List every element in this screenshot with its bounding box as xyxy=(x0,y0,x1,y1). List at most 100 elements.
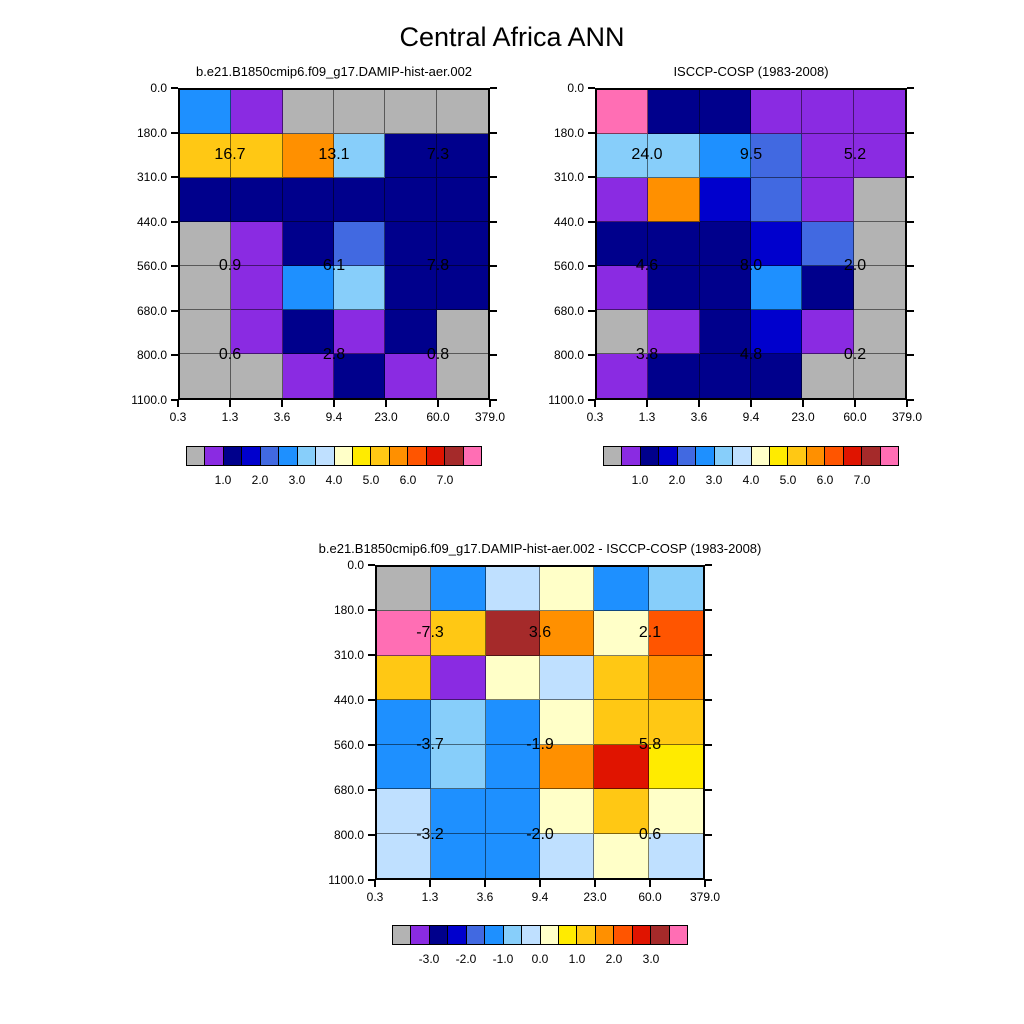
heatmap-cell xyxy=(648,833,703,878)
colorbar-tick-label: 5.0 xyxy=(362,473,380,487)
colorbar-box xyxy=(448,926,467,944)
colorbar-box xyxy=(445,447,464,465)
heatmap-cell xyxy=(648,310,700,354)
y-axis-label: 560.0 xyxy=(553,259,584,274)
x-tick xyxy=(854,400,856,407)
y-tick-right xyxy=(490,131,497,134)
x-tick xyxy=(374,880,376,887)
heatmap-cell xyxy=(802,90,854,134)
x-tick xyxy=(906,400,908,407)
x-tick xyxy=(594,880,596,887)
colorbar-box xyxy=(669,926,687,944)
heatmap-cell xyxy=(333,178,386,222)
x-tick xyxy=(698,400,700,407)
cell-value-label: 2.0 xyxy=(843,257,867,275)
colorbar-box xyxy=(187,447,206,465)
colorbar-box xyxy=(463,447,481,465)
colorbar-box xyxy=(503,926,523,944)
x-tick xyxy=(750,400,752,407)
heatmap-cell xyxy=(231,354,283,398)
cell-value-label: -3.7 xyxy=(416,735,444,753)
heatmap-cell xyxy=(853,266,905,310)
heatmap-cell xyxy=(648,90,700,134)
x-axis-label: 3.6 xyxy=(476,890,494,904)
x-axis-label: 60.0 xyxy=(638,890,662,904)
y-tick-left xyxy=(588,309,595,312)
y-tick-left xyxy=(588,176,595,179)
colorbar-box xyxy=(297,447,317,465)
y-tick-right xyxy=(705,879,712,881)
cell-value-label: 6.1 xyxy=(322,257,346,275)
heatmap-cell xyxy=(385,310,437,354)
colorbar-tick-label: 2.0 xyxy=(251,473,269,487)
heatmap-cell xyxy=(853,134,905,178)
y-axis-label: 440.0 xyxy=(553,214,584,229)
heatmap-cell xyxy=(699,134,751,178)
x-axis-label: 1.3 xyxy=(421,890,439,904)
heatmap-cell xyxy=(699,178,751,222)
heatmap-cell xyxy=(648,655,703,701)
y-axis-label: 310.0 xyxy=(136,170,167,185)
colorbar-box xyxy=(558,926,578,944)
x-tick xyxy=(385,400,387,407)
colorbar-box xyxy=(862,447,881,465)
colorbar-tick-label: 7.0 xyxy=(853,473,871,487)
heatmap-cell xyxy=(648,178,700,222)
y-axis-label: 680.0 xyxy=(553,303,584,318)
panel-obs-histogram: ISCCP-COSP (1983-2008) 0.0 180.0 310.0 440.… xyxy=(548,64,922,424)
y-tick-right xyxy=(907,131,914,134)
heatmap-cell xyxy=(539,833,595,878)
colorbar-box xyxy=(880,447,898,465)
heatmap-cell xyxy=(802,178,854,222)
heatmap-cells xyxy=(180,90,488,398)
heatmap-cell xyxy=(436,266,488,310)
y-tick-left xyxy=(171,354,178,357)
colorbar-box xyxy=(651,926,670,944)
heatmap-cell xyxy=(853,310,905,354)
colorbar-box xyxy=(426,447,446,465)
heatmap-cell xyxy=(597,134,649,178)
colorbar-tick-label: 4.0 xyxy=(325,473,343,487)
y-tick-left xyxy=(171,87,178,89)
x-axis-label: 379.0 xyxy=(689,890,721,904)
colorbar-tick-label: 0.0 xyxy=(531,952,549,966)
x-axis-label: 0.3 xyxy=(586,410,604,424)
y-tick-right xyxy=(705,564,712,566)
heatmap-cell xyxy=(853,354,905,398)
heatmap-cell xyxy=(377,744,432,790)
colorbar-model: 1.0 2.0 3.0 4.0 5.0 6.0 7.0 xyxy=(186,446,482,487)
colorbar-tick-label: 1.0 xyxy=(631,473,649,487)
colorbar-box xyxy=(714,447,734,465)
heatmap-cell xyxy=(802,310,854,354)
y-tick-left xyxy=(171,399,178,401)
x-tick xyxy=(333,400,335,407)
x-axis-label: 0.3 xyxy=(366,890,384,904)
heatmap-cell xyxy=(597,310,649,354)
colorbar-tick-label: 3.0 xyxy=(642,952,660,966)
x-tick xyxy=(177,400,179,407)
heatmap-cell xyxy=(648,134,700,178)
heatmap-cell xyxy=(485,567,540,612)
y-axis-label: 1100.0 xyxy=(131,393,167,407)
x-tick xyxy=(802,400,804,407)
colorbar-tick-label: 6.0 xyxy=(399,473,417,487)
colorbar-strip xyxy=(603,446,899,466)
x-axis-label: 0.3 xyxy=(169,410,187,424)
y-tick-left xyxy=(588,220,595,223)
heatmap-cell xyxy=(699,90,751,134)
panel-title: b.e21.B1850cmip6.f09_g17.DAMIP-hist-aer.… xyxy=(195,64,473,79)
colorbar-tick-label: 5.0 xyxy=(779,473,797,487)
heatmap-cell xyxy=(377,700,432,745)
y-tick-left xyxy=(171,176,178,179)
heatmap-cell xyxy=(539,789,595,834)
panel-model-histogram: b.e21.B1850cmip6.f09_g17.DAMIP-hist-aer.… xyxy=(131,64,505,424)
heatmap-cell xyxy=(648,567,703,612)
cell-value-label: 5.2 xyxy=(843,145,867,163)
heatmap-cell xyxy=(485,655,540,701)
heatmap-cell xyxy=(385,134,437,178)
heatmap-cell xyxy=(385,90,437,134)
y-axis-label: 680.0 xyxy=(136,303,167,318)
heatmap-cell xyxy=(539,700,595,745)
heatmap-cell xyxy=(282,178,334,222)
